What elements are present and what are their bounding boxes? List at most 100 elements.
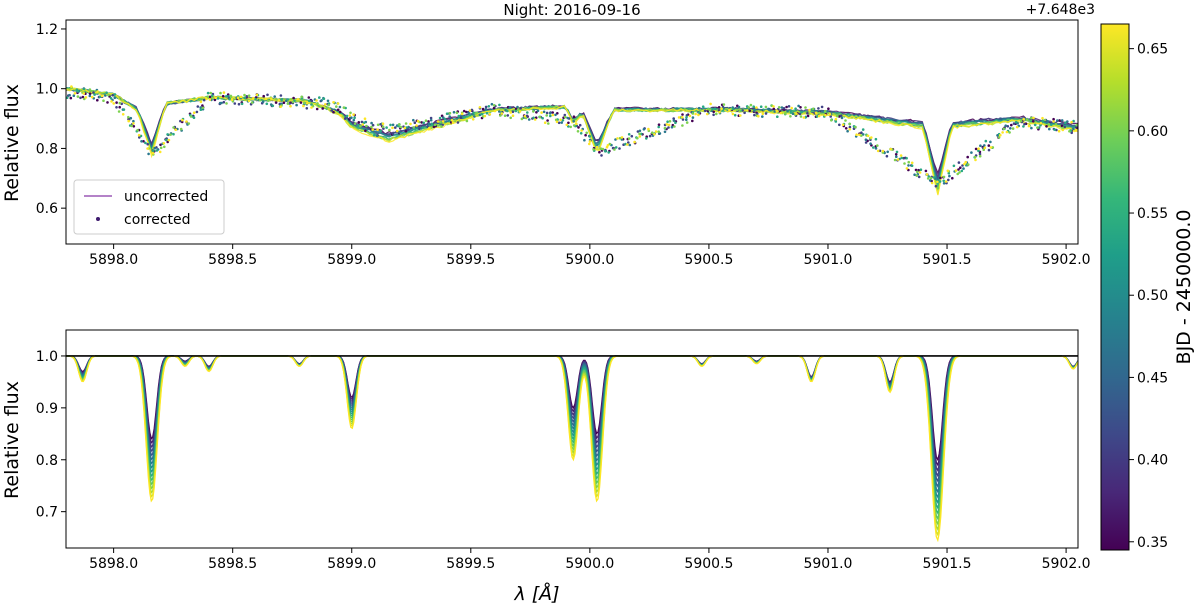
corrected-point bbox=[146, 142, 149, 146]
corrected-point bbox=[997, 136, 1001, 139]
corrected-point bbox=[243, 96, 247, 100]
corrected-point bbox=[915, 174, 919, 177]
corrected-point bbox=[947, 171, 951, 175]
corrected-point bbox=[633, 140, 636, 144]
corrected-point bbox=[733, 113, 737, 117]
corrected-point bbox=[315, 107, 319, 111]
corrected-point bbox=[153, 146, 156, 150]
corrected-point bbox=[737, 105, 741, 109]
corrected-point bbox=[987, 148, 991, 152]
corrected-point bbox=[240, 102, 244, 106]
corrected-point bbox=[228, 97, 231, 101]
corrected-point bbox=[113, 93, 117, 96]
corrected-point bbox=[1057, 129, 1061, 133]
corrected-point bbox=[363, 117, 367, 120]
corrected-point bbox=[407, 125, 410, 129]
corrected-point bbox=[484, 105, 488, 109]
corrected-point bbox=[255, 93, 259, 97]
corrected-point bbox=[902, 156, 905, 160]
corrected-point bbox=[163, 145, 166, 149]
corrected-point bbox=[817, 111, 821, 115]
corrected-point bbox=[864, 141, 868, 144]
corrected-point bbox=[206, 95, 210, 98]
corrected-point bbox=[122, 108, 126, 111]
corrected-point bbox=[82, 92, 86, 95]
corrected-point bbox=[330, 109, 334, 112]
corrected-point bbox=[630, 134, 634, 138]
top-axes-frame bbox=[65, 19, 1079, 245]
corrected-point bbox=[279, 105, 282, 108]
corrected-point bbox=[381, 125, 385, 128]
x-tick-label: 5899.5 bbox=[446, 252, 495, 268]
corrected-point bbox=[307, 99, 311, 103]
corrected-point bbox=[761, 115, 764, 118]
corrected-point bbox=[973, 155, 977, 159]
corrected-point bbox=[391, 132, 395, 136]
corrected-point bbox=[1002, 127, 1006, 131]
corrected-point bbox=[753, 109, 756, 113]
corrected-point bbox=[657, 123, 661, 126]
corrected-point bbox=[352, 113, 355, 116]
corrected-point bbox=[214, 96, 217, 99]
corrected-point bbox=[991, 146, 995, 149]
corrected-point bbox=[647, 127, 650, 131]
corrected-point bbox=[280, 98, 284, 102]
corrected-point bbox=[960, 169, 964, 173]
colorbar-tick-label: 0.55 bbox=[1137, 206, 1168, 222]
corrected-point bbox=[983, 144, 986, 147]
corrected-point bbox=[761, 112, 765, 115]
corrected-point bbox=[172, 132, 175, 136]
corrected-point bbox=[164, 138, 168, 142]
corrected-point bbox=[332, 110, 335, 114]
corrected-point bbox=[117, 110, 121, 113]
top-y-axis: 0.6 0.8 1.0 1.2 bbox=[36, 22, 66, 217]
x-tick-label: 5899.5 bbox=[446, 556, 495, 572]
corrected-point bbox=[130, 124, 133, 128]
corrected-point bbox=[1045, 125, 1048, 128]
corrected-point bbox=[743, 111, 746, 115]
corrected-point bbox=[1070, 120, 1073, 124]
corrected-point bbox=[429, 116, 433, 120]
corrected-point bbox=[1048, 127, 1051, 131]
corrected-point bbox=[192, 116, 196, 119]
corrected-point bbox=[741, 109, 744, 112]
corrected-point bbox=[1014, 120, 1018, 124]
corrected-point bbox=[804, 106, 807, 109]
corrected-point bbox=[848, 128, 851, 131]
corrected-point bbox=[691, 116, 695, 119]
corrected-point bbox=[907, 164, 910, 167]
corrected-point bbox=[555, 120, 559, 124]
corrected-point bbox=[728, 108, 731, 112]
corrected-point bbox=[1058, 119, 1061, 122]
corrected-point bbox=[638, 129, 642, 133]
corrected-point bbox=[227, 94, 230, 98]
corrected-point bbox=[351, 121, 355, 125]
corrected-point bbox=[828, 113, 832, 116]
corrected-point bbox=[987, 144, 991, 147]
corrected-point bbox=[413, 121, 417, 124]
corrected-point bbox=[864, 138, 868, 141]
corrected-point bbox=[389, 123, 392, 127]
corrected-point bbox=[854, 125, 857, 129]
corrected-point bbox=[708, 109, 712, 112]
x-tick-label: 5900.0 bbox=[565, 556, 614, 572]
corrected-point bbox=[321, 107, 325, 110]
corrected-point bbox=[381, 122, 385, 125]
corrected-point bbox=[970, 151, 973, 154]
corrected-point bbox=[468, 109, 472, 112]
y-tick-label: 0.8 bbox=[36, 141, 58, 157]
corrected-point bbox=[667, 126, 670, 129]
corrected-point bbox=[672, 119, 676, 122]
corrected-point bbox=[455, 111, 459, 115]
corrected-point bbox=[844, 119, 847, 122]
corrected-point bbox=[685, 114, 689, 117]
corrected-point bbox=[830, 119, 833, 122]
corrected-point bbox=[595, 145, 599, 149]
corrected-point bbox=[777, 106, 781, 109]
corrected-point bbox=[799, 106, 802, 109]
corrected-point bbox=[370, 121, 373, 125]
corrected-point bbox=[799, 115, 803, 118]
corrected-point bbox=[535, 111, 538, 114]
corrected-point bbox=[353, 122, 357, 125]
corrected-point bbox=[352, 118, 356, 122]
